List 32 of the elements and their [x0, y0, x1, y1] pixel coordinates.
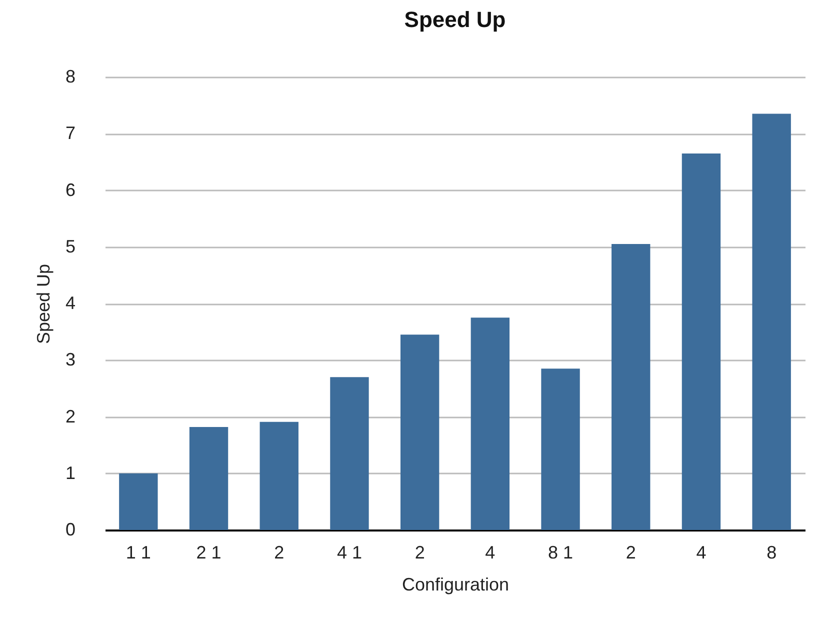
y-tick-label: 1	[65, 462, 76, 483]
chart-title: Speed Up	[404, 7, 506, 32]
y-tick-label: 0	[65, 520, 76, 540]
y-tick-label: 7	[65, 123, 76, 144]
bar	[260, 422, 298, 530]
bar	[189, 426, 228, 530]
x-axis-title: Configuration	[402, 574, 510, 594]
x-tick-label: 2	[414, 542, 425, 562]
x-tick-label: 2	[626, 542, 636, 562]
y-tick-label: 5	[65, 236, 76, 256]
bar	[682, 153, 721, 530]
x-tick-label: 2	[274, 542, 284, 562]
y-tick-label: 3	[65, 350, 76, 370]
bar	[612, 244, 650, 530]
y-tick-label: 2	[65, 406, 76, 426]
y-tick-label: 8	[65, 66, 76, 86]
y-tick-label: 6	[65, 180, 76, 200]
bar	[752, 114, 791, 530]
y-tick-label: 4	[65, 293, 76, 313]
bar	[400, 334, 440, 530]
x-tick-label: 4 1	[336, 542, 362, 562]
bar	[119, 473, 158, 530]
x-tick-label: 2 1	[196, 542, 222, 562]
bar	[470, 318, 510, 530]
x-tick-label: 4	[485, 542, 496, 562]
y-axis-title: Speed Up	[33, 264, 54, 344]
bar	[330, 377, 369, 530]
x-tick-label: 4	[696, 542, 706, 562]
bar	[541, 368, 580, 530]
x-tick-label: 1 1	[126, 542, 151, 562]
x-tick-label: 8 1	[548, 542, 574, 562]
x-tick-label: 8	[766, 542, 777, 562]
